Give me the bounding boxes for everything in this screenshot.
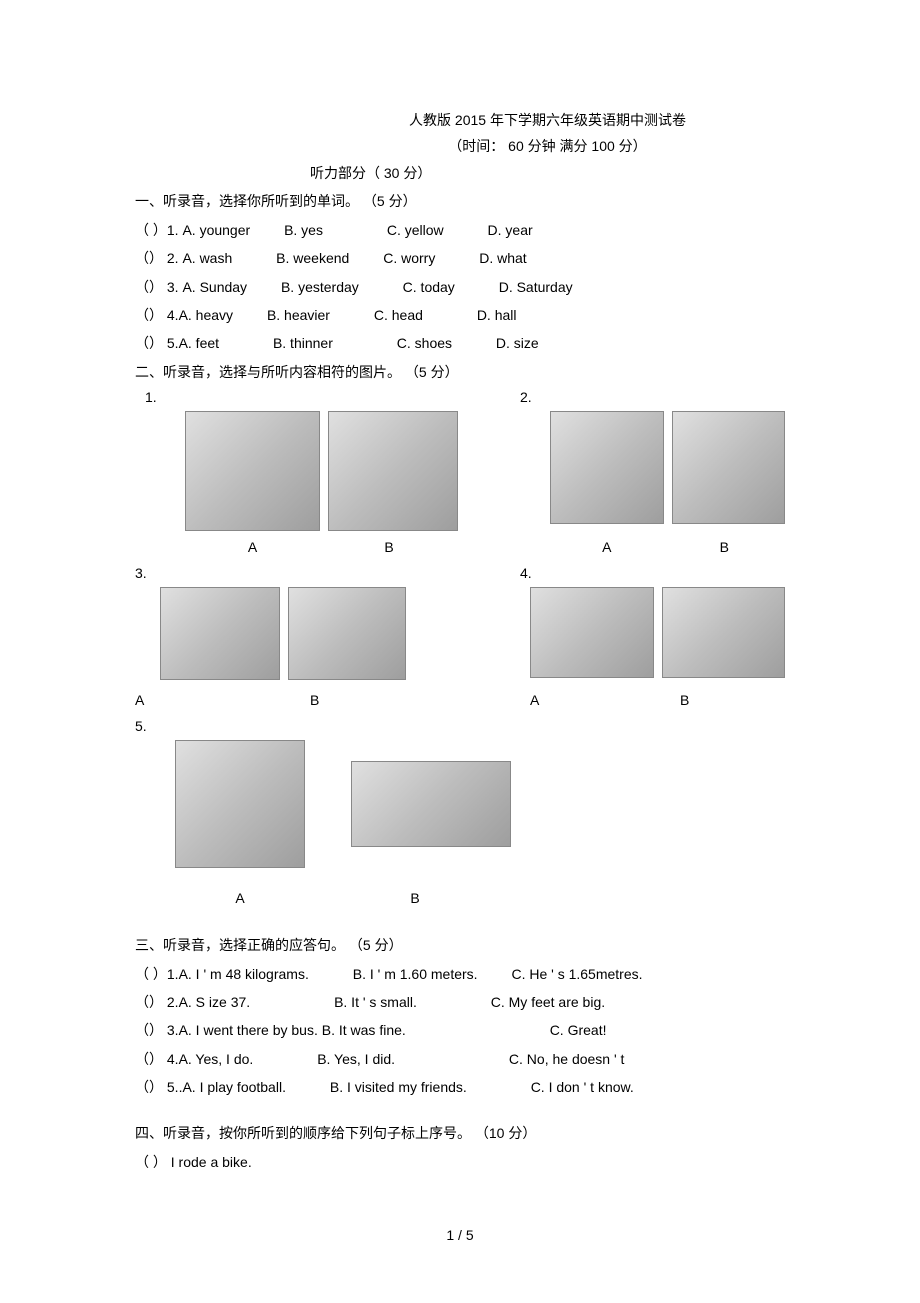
s1-q5: （） 5.A. feet B. thinner C. shoes D. size: [135, 332, 785, 354]
s2-img1b: [328, 411, 458, 531]
s2-img2b: [672, 411, 786, 524]
s2-img2a: [550, 411, 664, 524]
s2-n2: 2.: [520, 389, 785, 405]
s2-img3a: [160, 587, 280, 680]
listening-section-title: 听力部分（ 30 分）: [135, 162, 785, 184]
section2-prompt: 二、听录音，选择与所听内容相符的图片。 （5 分）: [135, 361, 785, 383]
s1-q3: （） 3. A. Sunday B. yesterday C. today D.…: [135, 276, 785, 298]
s2-5b-label: B: [335, 890, 495, 906]
s2-n3: 3.: [135, 565, 460, 581]
s2-2b-label: B: [664, 539, 785, 555]
s2-3b-label: B: [310, 692, 330, 708]
s2-3a-label: A: [135, 692, 155, 708]
section4-prompt: 四、听录音，按你所听到的顺序给下列句子标上序号。 （10 分）: [135, 1122, 785, 1144]
s2-n5: 5.: [135, 718, 785, 734]
s2-n4: 4.: [520, 565, 785, 581]
s2-img4a: [530, 587, 654, 678]
section1-prompt: 一、听录音，选择你所听到的单词。 （5 分）: [135, 190, 785, 212]
s2-4a-label: A: [530, 692, 560, 708]
section3-prompt: 三、听录音，选择正确的应答句。 （5 分）: [135, 934, 785, 956]
s2-4b-label: B: [680, 692, 710, 708]
s3-q4: （） 4.A. Yes, I do. B. Yes, I did. C. No,…: [135, 1048, 785, 1070]
s3-q5: （） 5..A. I play football. B. I visited m…: [135, 1076, 785, 1098]
exam-subtitle: （时间： 60 分钟 满分 100 分）: [135, 136, 785, 156]
s1-q4: （） 4.A. heavy B. heavier C. head D. hall: [135, 304, 785, 326]
s2-img5b: [351, 761, 511, 847]
s2-2a-label: A: [550, 539, 664, 555]
s2-img5a: [175, 740, 305, 868]
page-number: 1 / 5: [0, 1227, 920, 1243]
exam-title: 人教版 2015 年下学期六年级英语期中测试卷: [135, 110, 785, 130]
s2-5a-label: A: [175, 890, 305, 906]
s2-img3b: [288, 587, 406, 680]
s2-img1a: [185, 411, 320, 531]
s3-q3: （） 3.A. I went there by bus. B. It was f…: [135, 1019, 785, 1041]
s2-n1: 1.: [135, 389, 460, 405]
s3-q1: （ ）1.A. I ' m 48 kilograms. B. I ' m 1.6…: [135, 963, 785, 985]
s2-img4b: [662, 587, 786, 678]
s2-1b-label: B: [320, 539, 458, 555]
s2-1a-label: A: [185, 539, 320, 555]
s3-q2: （） 2.A. S ize 37. B. It ' s small. C. My…: [135, 991, 785, 1013]
s1-q1: （ ）1. A. younger B. yes C. yellow D. yea…: [135, 219, 785, 241]
s4-q1: （ ） I rode a bike.: [135, 1151, 785, 1173]
s1-q2: （） 2. A. wash B. weekend C. worry D. wha…: [135, 247, 785, 269]
